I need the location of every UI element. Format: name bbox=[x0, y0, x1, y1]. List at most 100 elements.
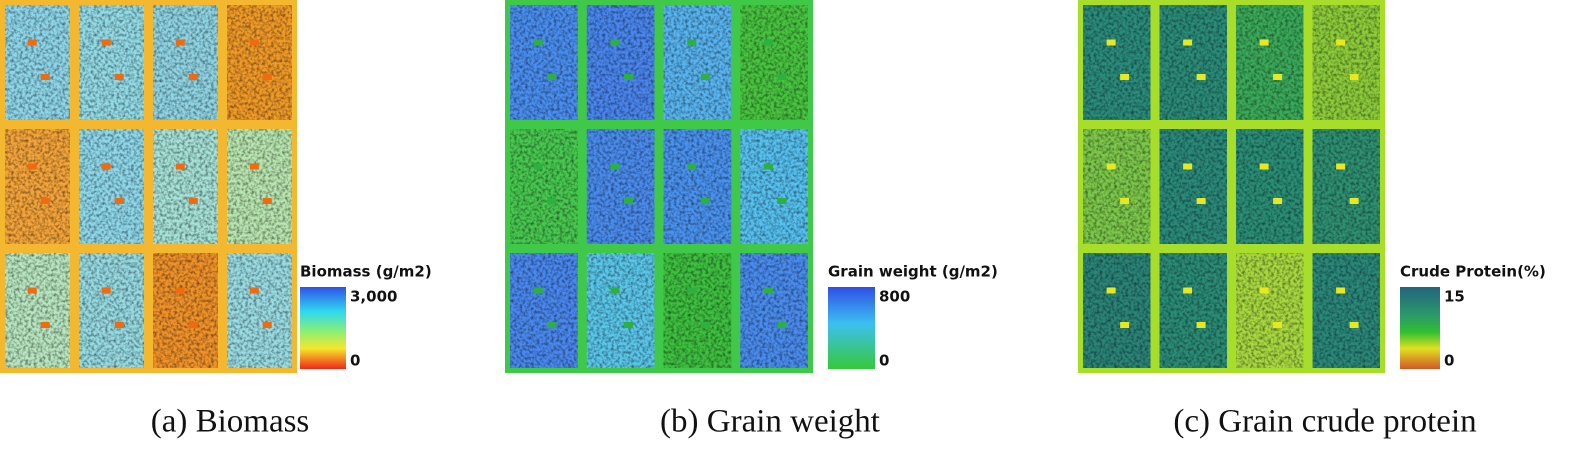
sample-spot bbox=[1349, 74, 1359, 80]
sample-spot bbox=[610, 163, 620, 170]
sample-spot bbox=[687, 39, 697, 46]
sample-spot bbox=[547, 322, 557, 328]
field-texture bbox=[227, 129, 292, 244]
field-texture bbox=[663, 5, 732, 120]
sample-spot bbox=[262, 74, 272, 80]
field-texture bbox=[1159, 129, 1227, 244]
field-texture bbox=[1159, 5, 1227, 120]
legend-colorbar bbox=[300, 287, 346, 369]
sample-spot bbox=[1120, 74, 1130, 80]
field-texture bbox=[586, 253, 655, 368]
field-texture bbox=[663, 129, 732, 244]
sample-spot bbox=[1259, 163, 1269, 170]
sample-spot bbox=[27, 163, 37, 170]
legend-min-label: 0 bbox=[879, 352, 889, 370]
sample-spot bbox=[114, 198, 124, 204]
sample-spot bbox=[763, 39, 773, 46]
field-texture bbox=[153, 129, 218, 244]
field-texture bbox=[663, 253, 732, 368]
caption: (b) Grain weight bbox=[660, 404, 880, 440]
sample-spot bbox=[700, 198, 710, 204]
sample-spot bbox=[1196, 322, 1206, 328]
field-texture bbox=[1312, 253, 1380, 368]
sample-spot bbox=[114, 74, 124, 80]
sample-spot bbox=[101, 39, 111, 46]
field-texture bbox=[1236, 129, 1304, 244]
sample-spot bbox=[1273, 198, 1283, 204]
field-texture bbox=[79, 129, 144, 244]
legend-min-label: 0 bbox=[350, 352, 360, 370]
sample-spot bbox=[27, 39, 37, 46]
sample-spot bbox=[777, 198, 787, 204]
legend-colorbar bbox=[1400, 287, 1440, 369]
sample-spot bbox=[763, 163, 773, 170]
field-texture bbox=[1083, 253, 1151, 368]
caption: (a) Biomass bbox=[151, 404, 310, 440]
sample-spot bbox=[1196, 74, 1206, 80]
field-texture bbox=[586, 129, 655, 244]
sample-spot bbox=[40, 198, 50, 204]
sample-spot bbox=[624, 322, 634, 328]
sample-spot bbox=[1259, 39, 1269, 46]
sample-spot bbox=[1336, 163, 1346, 170]
sample-spot bbox=[700, 74, 710, 80]
field-texture bbox=[1236, 253, 1304, 368]
sample-spot bbox=[610, 39, 620, 46]
sample-spot bbox=[1106, 39, 1116, 46]
sample-spot bbox=[1349, 322, 1359, 328]
sample-spot bbox=[40, 322, 50, 328]
map-panel: Grain weight (g/m2) 800 0 (b) Grain weight bbox=[505, 0, 999, 440]
field-texture bbox=[740, 253, 808, 368]
sample-spot bbox=[1183, 39, 1193, 46]
sample-spot bbox=[175, 163, 185, 170]
sample-spot bbox=[1106, 163, 1116, 170]
sample-spot bbox=[262, 322, 272, 328]
sample-spot bbox=[700, 322, 710, 328]
sample-spot bbox=[1120, 322, 1130, 328]
sample-spot bbox=[262, 198, 272, 204]
sample-spot bbox=[1183, 163, 1193, 170]
field-texture bbox=[1083, 5, 1151, 120]
field-texture bbox=[1083, 129, 1151, 244]
sample-spot bbox=[533, 287, 543, 294]
sample-spot bbox=[1196, 198, 1206, 204]
sample-spot bbox=[687, 163, 697, 170]
field-texture bbox=[586, 5, 655, 120]
sample-spot bbox=[687, 287, 697, 294]
legend-max-label: 800 bbox=[879, 288, 910, 306]
sample-spot bbox=[175, 39, 185, 46]
field-texture bbox=[79, 253, 144, 368]
legend-max-label: 3,000 bbox=[350, 288, 397, 306]
field-texture bbox=[510, 253, 578, 368]
sample-spot bbox=[101, 287, 111, 294]
sample-spot bbox=[777, 74, 787, 80]
sample-spot bbox=[114, 322, 124, 328]
caption: (c) Grain crude protein bbox=[1173, 404, 1476, 440]
sample-spot bbox=[188, 198, 198, 204]
field-texture bbox=[1312, 5, 1380, 120]
sample-spot bbox=[547, 198, 557, 204]
sample-spot bbox=[763, 287, 773, 294]
legend-min-label: 0 bbox=[1444, 352, 1454, 370]
legend-colorbar bbox=[828, 287, 875, 369]
sample-spot bbox=[547, 74, 557, 80]
sample-spot bbox=[777, 322, 787, 328]
sample-spot bbox=[610, 287, 620, 294]
sample-spot bbox=[1349, 198, 1359, 204]
sample-spot bbox=[40, 74, 50, 80]
field-texture bbox=[1236, 5, 1304, 120]
sample-spot bbox=[533, 39, 543, 46]
sample-spot bbox=[27, 287, 37, 294]
sample-spot bbox=[1273, 322, 1283, 328]
sample-spot bbox=[1120, 198, 1130, 204]
field-texture bbox=[1312, 129, 1380, 244]
field-texture bbox=[740, 129, 808, 244]
sample-spot bbox=[533, 163, 543, 170]
field-texture bbox=[153, 253, 218, 368]
field-texture bbox=[510, 5, 578, 120]
field-texture bbox=[510, 129, 578, 244]
legend-title: Crude Protein(%) bbox=[1400, 263, 1546, 281]
field-texture bbox=[1159, 253, 1227, 368]
